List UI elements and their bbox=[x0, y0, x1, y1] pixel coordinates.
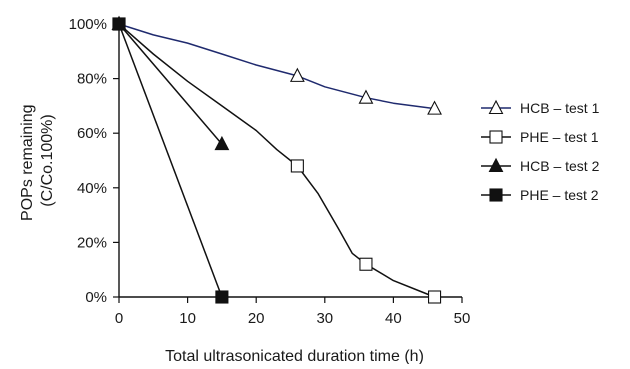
series-line bbox=[118, 23, 223, 298]
y-tick-label: 20% bbox=[77, 234, 107, 251]
y-axis-title-line-2: (C/Co.100%) bbox=[39, 114, 56, 206]
series-1 bbox=[111, 15, 442, 115]
data-point bbox=[428, 290, 442, 304]
legend-item: PHE – test 2 bbox=[481, 187, 599, 203]
data-point bbox=[359, 257, 373, 271]
series-line bbox=[118, 23, 435, 298]
y-tick-label: 80% bbox=[77, 71, 107, 88]
x-axis-title: Total ultrasonicated duration time (h) bbox=[165, 348, 424, 364]
data-point bbox=[427, 100, 442, 115]
y-axis-title: POPs remaining (C/Co.100%) bbox=[19, 100, 56, 221]
y-axis-title-line-1: POPs remaining bbox=[19, 104, 36, 221]
legend-label: HCB – test 1 bbox=[520, 100, 600, 116]
legend-marker bbox=[489, 130, 503, 144]
series-line bbox=[118, 23, 223, 145]
x-tick-label: 40 bbox=[385, 310, 402, 327]
series-3 bbox=[111, 15, 230, 151]
data-point bbox=[215, 290, 229, 304]
legend-item: HCB – test 2 bbox=[481, 157, 600, 174]
legend-marker bbox=[488, 99, 504, 115]
data-point bbox=[358, 89, 374, 104]
axes: 0% 20% 40% 60% 80% 100% 0 10 20 30 40 50 bbox=[69, 16, 471, 327]
series-group bbox=[111, 15, 442, 304]
legend-label: PHE – test 1 bbox=[520, 129, 599, 145]
y-tick-label: 100% bbox=[69, 16, 107, 33]
legend-item: HCB – test 1 bbox=[481, 99, 600, 116]
legend-label: PHE – test 2 bbox=[520, 187, 599, 203]
legend-label: HCB – test 2 bbox=[520, 158, 600, 174]
legend-item: PHE – test 1 bbox=[481, 129, 599, 145]
legend: HCB – test 1 PHE – test 1 HCB – test 2 PHE … bbox=[481, 99, 600, 203]
series-4 bbox=[112, 17, 229, 304]
x-tick-label: 50 bbox=[454, 310, 471, 327]
series-2 bbox=[112, 17, 442, 304]
x-tick-label: 30 bbox=[316, 310, 333, 327]
legend-marker bbox=[489, 188, 503, 202]
data-point bbox=[289, 67, 305, 82]
y-tick-label: 0% bbox=[85, 289, 107, 306]
data-point bbox=[112, 17, 126, 31]
data-point bbox=[214, 135, 230, 151]
x-tick-label: 10 bbox=[179, 310, 196, 327]
x-tick-label: 20 bbox=[248, 310, 265, 327]
data-point bbox=[290, 159, 304, 173]
y-tick-label: 60% bbox=[77, 125, 107, 142]
legend-marker bbox=[488, 157, 504, 173]
x-tick-label: 0 bbox=[115, 310, 123, 327]
y-tick-label: 40% bbox=[77, 180, 107, 197]
series-line bbox=[118, 23, 435, 110]
